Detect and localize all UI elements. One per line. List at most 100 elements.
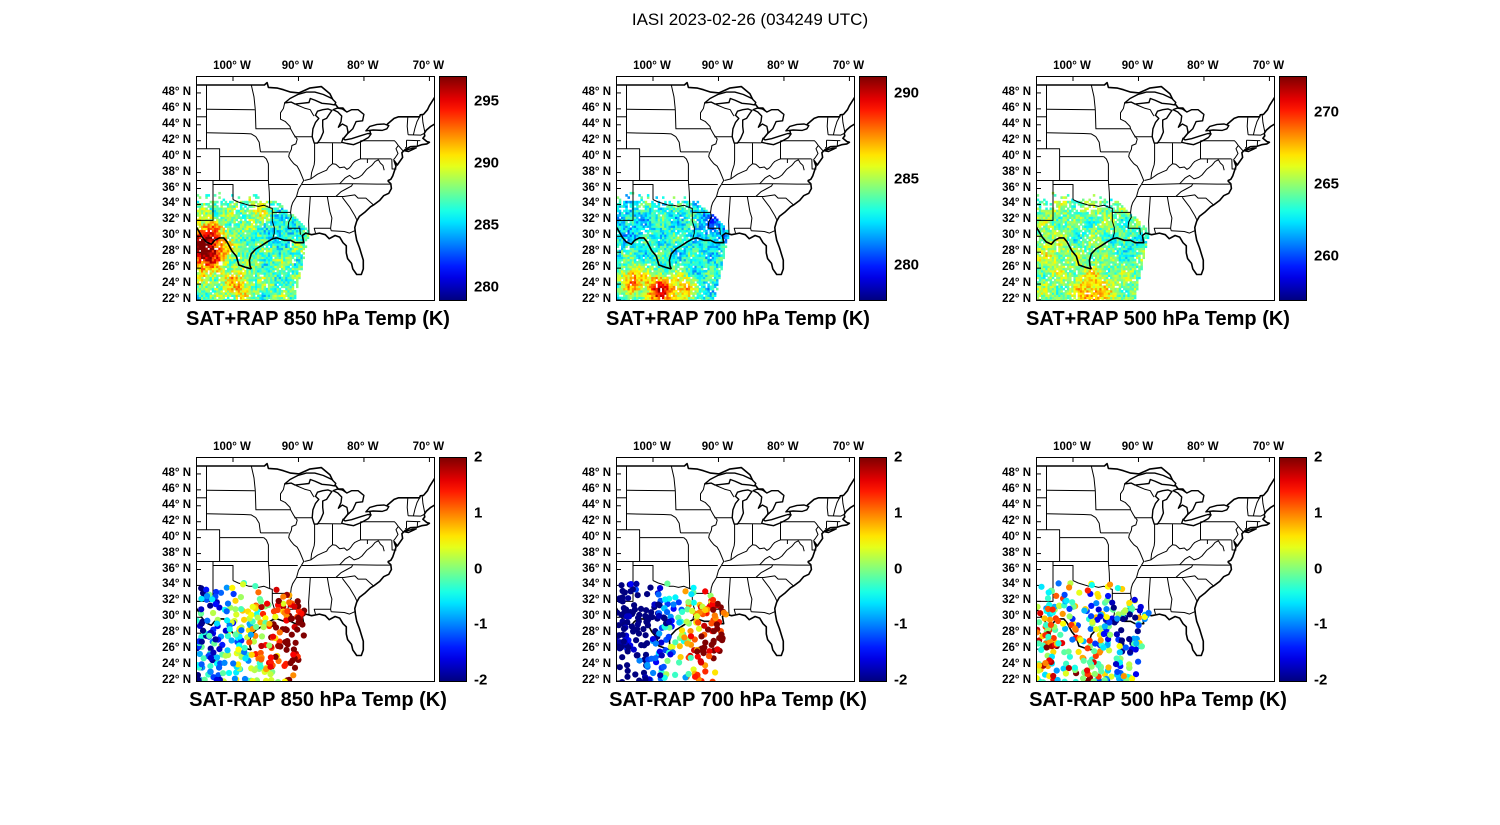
lon-tick-label: 80° W: [347, 441, 379, 453]
lake-outline: [403, 147, 418, 153]
map-boundary: [1128, 509, 1145, 562]
map-canvas: [1036, 457, 1275, 682]
lat-tick-label: 48° N: [582, 85, 611, 98]
lake-outline: [332, 107, 365, 134]
map-boundary: [1094, 490, 1131, 511]
map-boundary: [1144, 539, 1201, 562]
plot-area: 48° N 46° N 44° N 42° N 40° N 38° N 36° N 34° N…: [563, 435, 937, 689]
map-panel: 48° N 46° N 44° N 42° N 40° N 38° N 36° N 34° N…: [143, 435, 517, 712]
map-boundary: [393, 526, 399, 542]
lake-outline: [365, 504, 390, 513]
map-boundary: [197, 226, 252, 270]
usa-map: [1037, 77, 1274, 300]
lat-tick-label: 40° N: [1002, 149, 1031, 162]
lon-axis: 100° W 90° W 80° W 70° W: [196, 54, 444, 76]
map-boundary: [1171, 230, 1196, 234]
map-boundary: [1120, 102, 1132, 129]
map-boundary: [1261, 114, 1266, 133]
lat-tick-label: 38° N: [582, 165, 611, 178]
usa-map: [617, 77, 854, 300]
lake-outline: [283, 472, 337, 487]
panel-title: SAT-RAP 500 hPa Temp (K): [1029, 689, 1287, 711]
lon-tick-label: 80° W: [347, 60, 379, 72]
panel-title: SAT+RAP 850 hPa Temp (K): [186, 308, 450, 330]
lat-tick-label: 48° N: [582, 466, 611, 479]
map-boundary: [331, 230, 356, 234]
lat-tick-label: 38° N: [1002, 546, 1031, 559]
map-boundary: [1037, 529, 1061, 538]
lat-tick-label: 44° N: [582, 117, 611, 130]
lake-outline: [403, 528, 418, 534]
lat-tick-label: 32° N: [582, 213, 611, 226]
lat-tick-label: 34° N: [1002, 578, 1031, 591]
colorbar-gradient: [439, 76, 467, 301]
lon-tick-label: 90° W: [1121, 441, 1154, 453]
map-boundary: [1231, 158, 1237, 170]
lon-tick-label: 70° W: [412, 60, 445, 72]
colorbar-tick-label: -1: [1314, 615, 1328, 633]
map-boundary: [1233, 526, 1239, 542]
map-boundary: [707, 180, 725, 229]
map-boundary: [326, 196, 333, 231]
map-boundary: [751, 611, 776, 615]
map-boundary: [1175, 194, 1215, 206]
map-panel: 48° N 46° N 44° N 42° N 40° N 38° N 36° N 34° N…: [563, 435, 937, 712]
map-boundary: [1237, 526, 1244, 533]
map-boundary: [724, 158, 781, 181]
map-boundary: [728, 577, 731, 615]
map-boundary: [1095, 517, 1101, 533]
map-boundary: [715, 104, 735, 117]
lake-outline: [1123, 91, 1177, 106]
lon-tick-label: 80° W: [767, 60, 799, 72]
colorbar-tick-label: 285: [894, 170, 920, 188]
map-boundary: [1046, 513, 1097, 519]
map-boundary: [633, 565, 654, 581]
map-boundary: [700, 483, 712, 510]
lat-tick-label: 28° N: [162, 245, 191, 258]
lake-outline: [332, 488, 365, 515]
lake-outline: [283, 91, 337, 106]
lat-tick-label: 42° N: [582, 133, 611, 146]
usa-map: [197, 458, 434, 681]
colorbar-tick-label: 2: [894, 448, 903, 466]
map-boundary: [668, 123, 854, 276]
map-boundary: [421, 495, 426, 514]
map-boundary: [404, 521, 407, 530]
lon-tick-label: 100° W: [1053, 60, 1091, 72]
lake-outline: [823, 528, 838, 534]
map-boundary: [1109, 207, 1115, 239]
lat-tick-label: 40° N: [1002, 530, 1031, 543]
map-boundary: [1128, 128, 1145, 181]
map-boundary: [832, 116, 841, 135]
map-boundary: [675, 136, 681, 152]
colorbar-tick-label: 0: [474, 560, 483, 577]
map-boundary: [708, 128, 725, 181]
colorbar-tick-label: 280: [894, 256, 920, 274]
lat-tick-label: 46° N: [1002, 482, 1031, 495]
lon-tick-label: 80° W: [1187, 60, 1219, 72]
bottom-row: 48° N 46° N 44° N 42° N 40° N 38° N 36° N 34° N…: [0, 435, 1500, 712]
map-boundary: [826, 497, 829, 516]
lat-tick-label: 46° N: [1002, 101, 1031, 114]
lat-tick-label: 44° N: [162, 498, 191, 511]
lat-axis: 48° N 46° N 44° N 42° N 40° N 38° N 36° N 34° N…: [563, 76, 616, 305]
lat-tick-label: 40° N: [162, 149, 191, 162]
lake-outline: [1243, 147, 1258, 153]
map-boundary: [397, 526, 404, 533]
map-boundary: [1153, 227, 1171, 234]
map-boundary: [1166, 577, 1173, 612]
map-boundary: [1135, 485, 1155, 498]
map-boundary: [232, 199, 270, 209]
lat-tick-label: 46° N: [162, 482, 191, 495]
lat-tick-label: 22° N: [162, 293, 191, 305]
map-column: 100° W 90° W 80° W 70° W: [196, 435, 444, 682]
lake-outline: [1151, 489, 1173, 525]
lon-tick-label: 90° W: [281, 441, 314, 453]
map-boundary: [652, 580, 690, 590]
colorbar-tick-labels: 270 265 260: [1307, 76, 1357, 301]
map-boundary: [313, 227, 331, 234]
usa-map: [197, 77, 434, 300]
colorbar-tick-label: 260: [1314, 247, 1340, 265]
map-boundary: [269, 207, 275, 239]
lat-tick-label: 30° N: [1002, 610, 1031, 623]
